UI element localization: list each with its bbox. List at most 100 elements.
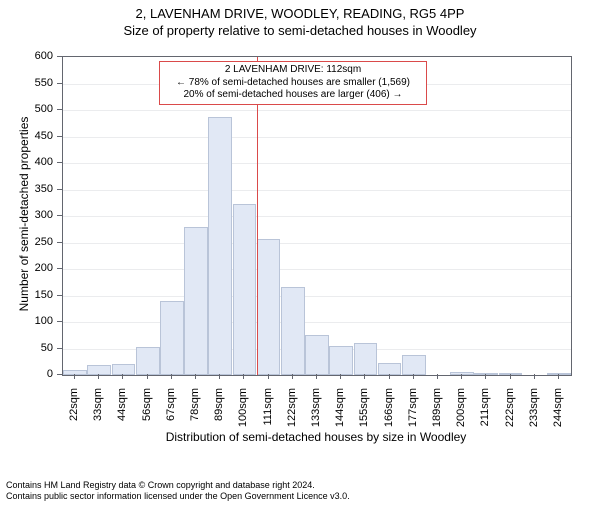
x-tick-mark bbox=[534, 374, 535, 379]
x-tick-mark bbox=[340, 374, 341, 379]
histogram-bar bbox=[402, 355, 426, 375]
x-tick-mark bbox=[219, 374, 220, 379]
x-tick-label: 222sqm bbox=[504, 388, 516, 438]
x-tick-label: 22sqm bbox=[68, 388, 80, 438]
x-tick-mark bbox=[74, 374, 75, 379]
histogram-bar bbox=[233, 204, 257, 375]
y-tick-mark bbox=[57, 56, 62, 57]
footer-attribution: Contains HM Land Registry data © Crown c… bbox=[6, 480, 350, 503]
x-tick-label: 200sqm bbox=[455, 388, 467, 438]
y-tick-label: 150 bbox=[0, 289, 53, 301]
y-tick-mark bbox=[57, 348, 62, 349]
x-tick-label: 211sqm bbox=[479, 388, 491, 438]
y-tick-mark bbox=[57, 242, 62, 243]
y-tick-mark bbox=[57, 83, 62, 84]
x-tick-label: 233sqm bbox=[528, 388, 540, 438]
grid-line bbox=[63, 163, 571, 164]
annotation-line2: ← 78% of semi-detached houses are smalle… bbox=[164, 77, 422, 90]
y-tick-label: 350 bbox=[0, 183, 53, 195]
x-tick-mark bbox=[195, 374, 196, 379]
y-tick-mark bbox=[57, 109, 62, 110]
annotation-line1: 2 LAVENHAM DRIVE: 112sqm bbox=[164, 64, 422, 77]
x-tick-label: 89sqm bbox=[213, 388, 225, 438]
x-tick-mark bbox=[122, 374, 123, 379]
x-tick-mark bbox=[364, 374, 365, 379]
annotation-line3: 20% of semi-detached houses are larger (… bbox=[164, 89, 422, 102]
x-tick-mark bbox=[461, 374, 462, 379]
footer-line2: Contains public sector information licen… bbox=[6, 491, 350, 502]
grid-line bbox=[63, 137, 571, 138]
y-tick-label: 400 bbox=[0, 156, 53, 168]
annotation-box: 2 LAVENHAM DRIVE: 112sqm← 78% of semi-de… bbox=[159, 61, 427, 105]
grid-line bbox=[63, 110, 571, 111]
histogram-bar bbox=[160, 301, 184, 375]
y-tick-mark bbox=[57, 162, 62, 163]
x-tick-mark bbox=[437, 374, 438, 379]
y-tick-mark bbox=[57, 374, 62, 375]
y-tick-label: 50 bbox=[0, 342, 53, 354]
y-tick-mark bbox=[57, 321, 62, 322]
histogram-bar bbox=[208, 117, 232, 375]
x-tick-label: 122sqm bbox=[286, 388, 298, 438]
chart-title-main: 2, LAVENHAM DRIVE, WOODLEY, READING, RG5… bbox=[0, 6, 600, 21]
histogram-bar bbox=[281, 287, 305, 376]
x-tick-mark bbox=[389, 374, 390, 379]
y-tick-mark bbox=[57, 136, 62, 137]
grid-line bbox=[63, 269, 571, 270]
histogram-bar bbox=[257, 239, 281, 375]
chart-container: 2 LAVENHAM DRIVE: 112sqm← 78% of semi-de… bbox=[0, 48, 600, 448]
x-tick-mark bbox=[243, 374, 244, 379]
x-tick-label: 56sqm bbox=[141, 388, 153, 438]
y-tick-label: 600 bbox=[0, 50, 53, 62]
histogram-bar bbox=[136, 347, 160, 375]
x-tick-mark bbox=[510, 374, 511, 379]
x-tick-mark bbox=[171, 374, 172, 379]
x-tick-mark bbox=[292, 374, 293, 379]
x-tick-label: 67sqm bbox=[165, 388, 177, 438]
property-marker-line bbox=[257, 57, 258, 375]
y-tick-mark bbox=[57, 268, 62, 269]
y-tick-label: 550 bbox=[0, 77, 53, 89]
x-tick-mark bbox=[98, 374, 99, 379]
x-tick-label: 111sqm bbox=[262, 388, 274, 438]
x-tick-label: 100sqm bbox=[237, 388, 249, 438]
x-tick-label: 244sqm bbox=[552, 388, 564, 438]
x-tick-label: 144sqm bbox=[334, 388, 346, 438]
grid-line bbox=[63, 216, 571, 217]
x-tick-label: 133sqm bbox=[310, 388, 322, 438]
y-tick-label: 100 bbox=[0, 315, 53, 327]
x-tick-label: 44sqm bbox=[116, 388, 128, 438]
y-tick-mark bbox=[57, 295, 62, 296]
y-tick-label: 0 bbox=[0, 368, 53, 380]
y-tick-label: 250 bbox=[0, 236, 53, 248]
grid-line bbox=[63, 190, 571, 191]
x-tick-label: 189sqm bbox=[431, 388, 443, 438]
x-tick-mark bbox=[147, 374, 148, 379]
y-tick-label: 450 bbox=[0, 130, 53, 142]
histogram-bar bbox=[547, 373, 571, 375]
x-tick-mark bbox=[413, 374, 414, 379]
y-tick-label: 500 bbox=[0, 103, 53, 115]
y-tick-label: 200 bbox=[0, 262, 53, 274]
grid-line bbox=[63, 322, 571, 323]
plot-area: 2 LAVENHAM DRIVE: 112sqm← 78% of semi-de… bbox=[62, 56, 572, 376]
histogram-bar bbox=[329, 346, 353, 375]
x-tick-label: 166sqm bbox=[383, 388, 395, 438]
footer-line1: Contains HM Land Registry data © Crown c… bbox=[6, 480, 350, 491]
x-tick-label: 33sqm bbox=[92, 388, 104, 438]
histogram-bar bbox=[184, 227, 208, 375]
histogram-bar bbox=[354, 343, 378, 375]
y-tick-label: 300 bbox=[0, 209, 53, 221]
grid-line bbox=[63, 243, 571, 244]
chart-title-sub: Size of property relative to semi-detach… bbox=[0, 23, 600, 38]
x-tick-mark bbox=[316, 374, 317, 379]
x-tick-label: 155sqm bbox=[358, 388, 370, 438]
x-tick-mark bbox=[268, 374, 269, 379]
y-tick-mark bbox=[57, 189, 62, 190]
x-tick-label: 177sqm bbox=[407, 388, 419, 438]
y-tick-mark bbox=[57, 215, 62, 216]
histogram-bar bbox=[305, 335, 329, 375]
x-tick-mark bbox=[485, 374, 486, 379]
grid-line bbox=[63, 296, 571, 297]
x-tick-mark bbox=[558, 374, 559, 379]
